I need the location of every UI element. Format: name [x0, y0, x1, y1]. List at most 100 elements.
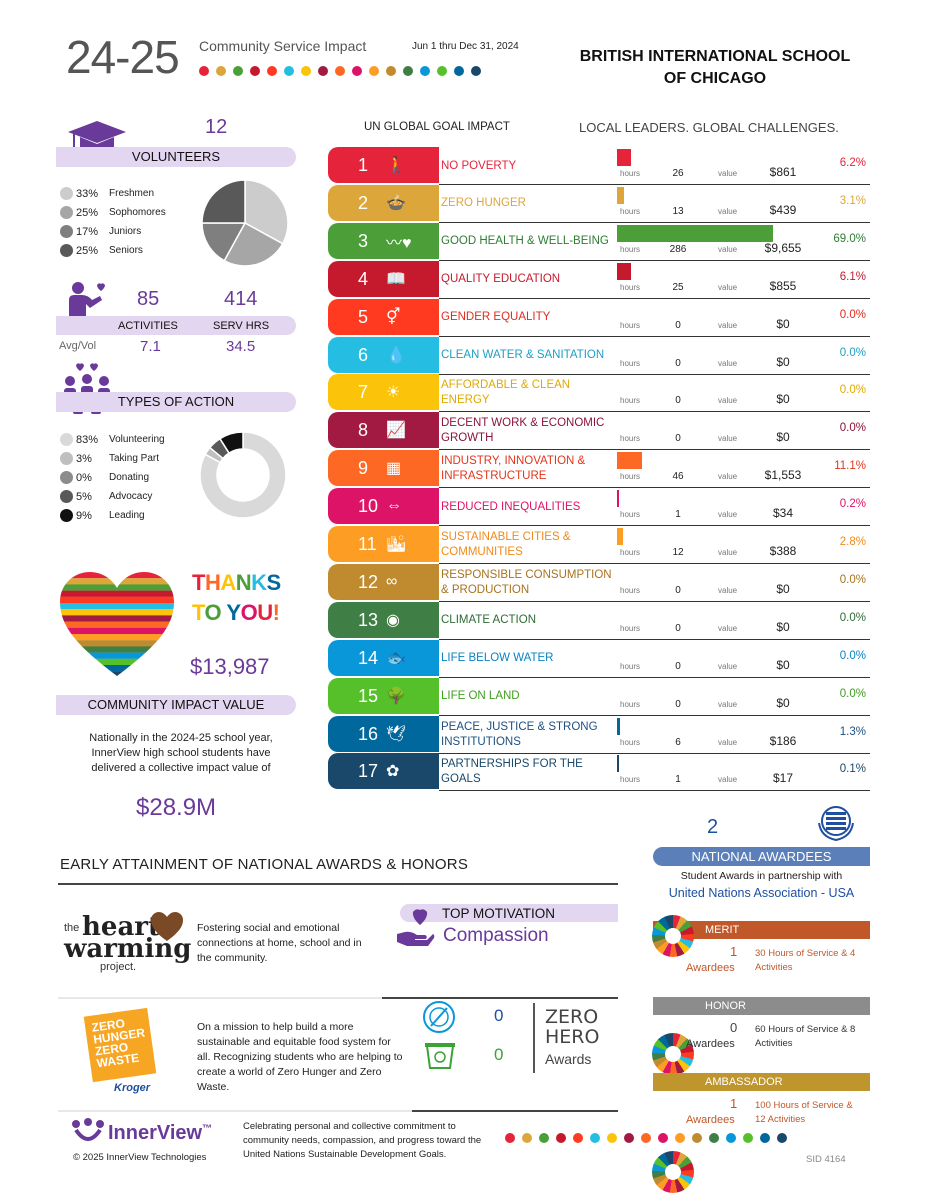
sdg-goal-name: SUSTAINABLE CITIES & COMMUNITIES	[441, 531, 571, 558]
hours-value: 286	[669, 243, 687, 255]
pie-slice	[223, 221, 284, 267]
impact-percent: 0.0%	[839, 611, 866, 624]
activities-label-bar: ACTIVITIES SERV HRS	[56, 316, 296, 335]
hours-label: hours	[620, 358, 641, 368]
dollar-value: $0	[776, 316, 790, 331]
sdg-goal-tab: 5 ⚥	[328, 298, 439, 335]
heartwarming-logo-heart: heart	[82, 912, 160, 942]
legend-row: 17% Juniors	[60, 222, 166, 241]
row-divider	[439, 184, 870, 185]
thanks-line2: TO YOU!	[192, 600, 280, 625]
hours-value: 26	[672, 168, 684, 179]
partner-text: Student Awards in partnership with	[680, 870, 843, 882]
impact-percent: 0.0%	[839, 687, 866, 700]
volunteer-heart-hand-icon	[66, 280, 106, 320]
impact-percent: 69.0%	[833, 232, 866, 245]
sdg-goal-number: 4	[358, 268, 369, 289]
sdg-goal-tab: 15 🌳	[328, 677, 439, 714]
hours-value: 46	[672, 471, 684, 483]
legend-swatch	[60, 433, 73, 446]
report-year: 24-25	[66, 31, 180, 83]
value-label: value	[718, 775, 738, 785]
sdg-bar	[617, 149, 632, 166]
value-label: value	[718, 434, 738, 444]
value-label: value	[718, 396, 738, 406]
sdg-goal-tab: 11 🏙	[328, 526, 439, 562]
award-requirement: 60 Hours of Service & 8 Activities	[755, 1024, 856, 1049]
sdg-goal-tab: 17 ✿	[328, 753, 439, 790]
value-label: value	[718, 358, 738, 368]
legend-label: Advocacy	[109, 491, 153, 502]
sdg-goal-name: INDUSTRY, INNOVATION & INFRASTRUCTURE	[441, 455, 586, 483]
value-label: value	[718, 169, 738, 178]
sdg-color-dot	[250, 66, 260, 76]
service-hours-count: 414	[224, 288, 258, 310]
sdg-color-dot	[675, 1133, 685, 1143]
sdg-goal-name: CLEAN WATER & SANITATION	[441, 349, 605, 361]
legend-swatch	[60, 206, 73, 219]
dollar-value: $1,553	[764, 468, 802, 483]
sdg-goal-number: 6	[358, 344, 369, 365]
impact-percent: 0.0%	[839, 346, 866, 359]
activities-label: ACTIVITIES	[118, 320, 178, 332]
sdg-goal-name: REDUCED INEQUALITIES	[441, 500, 581, 513]
sdg-goal-icon: 📖	[386, 270, 406, 288]
sdg-goal-tab: 12 ∞	[328, 563, 439, 600]
sdg-bar	[617, 717, 620, 735]
sdg-row: 3 〰♥ GOOD HEALTH & WELL-BEING hours 286 value…	[328, 222, 870, 261]
heart-stripe	[60, 646, 174, 653]
awards-divider	[58, 883, 618, 885]
value-label: value	[718, 206, 738, 216]
legend-row: 83% Volunteering	[60, 430, 165, 449]
hours-value: 0	[675, 433, 681, 445]
row-divider	[439, 752, 870, 754]
sdg-row: 16 🕊 PEACE, JUSTICE & STRONG INSTITUTIONS h…	[328, 715, 870, 754]
sdg-wheel-icon	[652, 1151, 694, 1193]
award-requirement: 30 Hours of Service & 4 Activities	[755, 948, 856, 973]
impact-percent: 0.2%	[839, 498, 866, 511]
hours-label: hours	[620, 699, 641, 709]
impact-percent: 0.0%	[839, 384, 866, 397]
legend-percent: 9%	[76, 509, 92, 522]
school-name-line2: OF CHICAGO	[663, 70, 767, 87]
legend-percent: 25%	[76, 244, 99, 257]
hours-label: hours	[620, 548, 641, 557]
dollar-value: $0	[776, 430, 790, 445]
sdg-bar	[617, 528, 624, 545]
heartwarming-logo-warming: warming	[64, 934, 192, 964]
impact-percent: 0.0%	[839, 573, 866, 586]
volunteer-pie-chart	[200, 178, 290, 273]
school-name-line1: BRITISH INTERNATIONAL SCHOOL	[579, 48, 851, 65]
dollar-value: $0	[776, 581, 790, 596]
hours-value: 6	[675, 736, 681, 748]
sdg-goal-number: 17	[358, 761, 379, 782]
sdg-goal-number: 2	[358, 192, 369, 213]
sdg-goal-icon: 🚶	[386, 157, 406, 174]
value-label: value	[718, 282, 738, 292]
sdg-color-dot	[590, 1133, 600, 1143]
sdg-bar	[617, 224, 773, 242]
hours-label: hours	[620, 510, 641, 520]
sdg-goal-icon: 💧	[386, 346, 406, 364]
legend-label: Taking Part	[109, 453, 160, 464]
sdg-goal-number: 3	[358, 230, 369, 251]
sdg-color-dot	[352, 66, 362, 76]
copyright: © 2025 InnerView Technologies	[73, 1152, 207, 1163]
sdg-goal-icon: 🏙	[386, 536, 407, 553]
heart-stripe	[60, 615, 174, 622]
sdg-bar	[617, 186, 624, 204]
heart-stripe	[60, 621, 174, 628]
zero-hero-line3: Awards	[545, 1051, 592, 1067]
activities-count: 85	[137, 288, 160, 310]
legend-swatch	[60, 509, 73, 522]
legend-label: Freshmen	[109, 188, 155, 199]
sdg-header-right: LOCAL LEADERS. GLOBAL CHALLENGES.	[579, 120, 839, 135]
sdg-bar	[617, 452, 643, 470]
sdg-goal-tab: 1 🚶	[328, 147, 439, 183]
row-divider	[439, 335, 870, 337]
value-label: value	[718, 623, 738, 633]
partner-name: United Nations Association - USA	[668, 886, 855, 900]
dollar-value: $0	[776, 695, 790, 710]
pie-slice	[201, 222, 247, 262]
sdg-row: 9 ▦ INDUSTRY, INNOVATION & INFRASTRUCTURE h…	[328, 450, 870, 489]
